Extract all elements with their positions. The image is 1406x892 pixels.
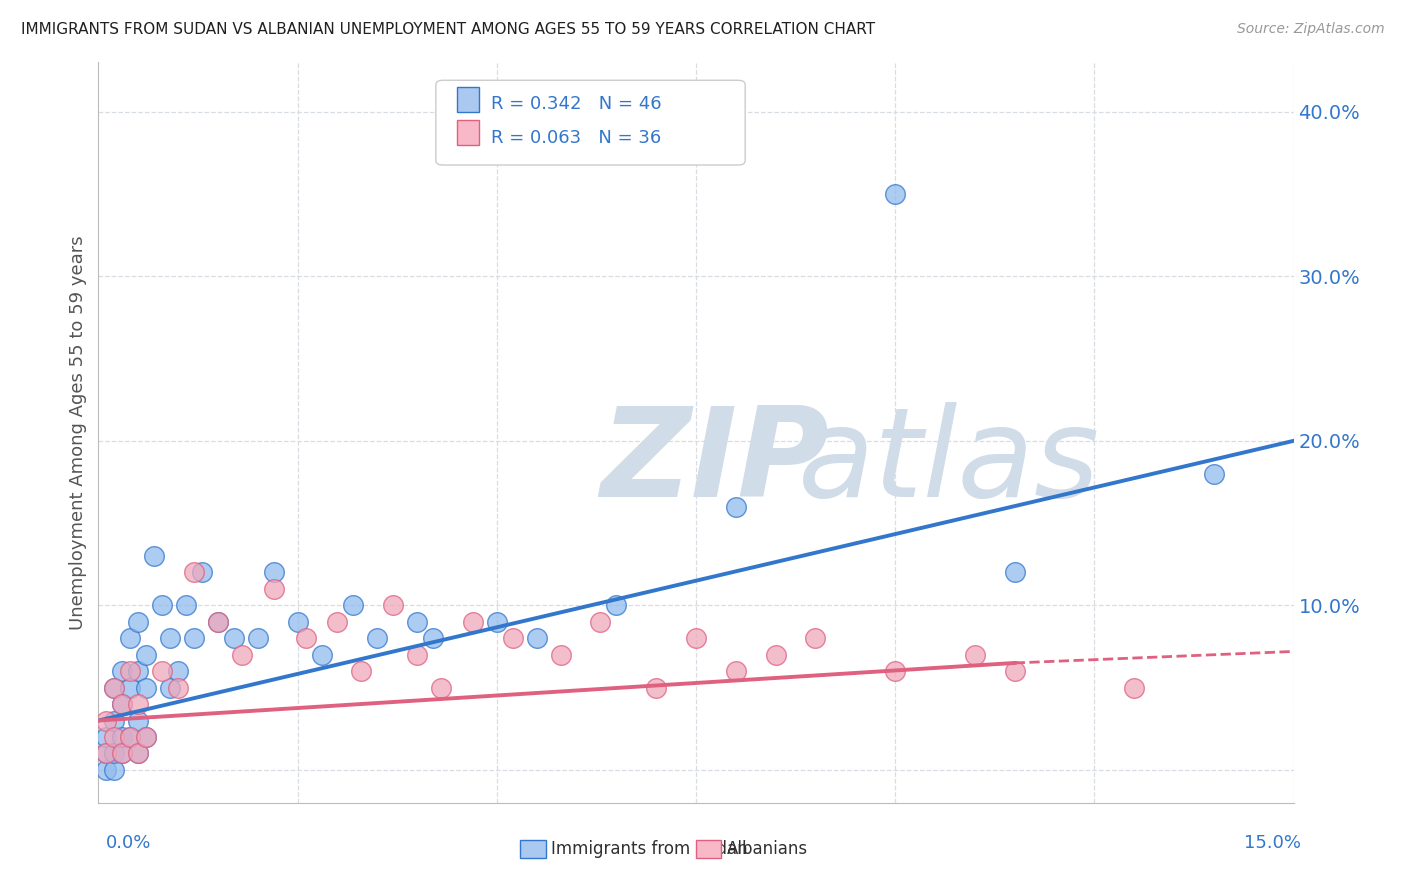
Point: [1202, 467, 1225, 481]
Point: [150, 664, 173, 678]
Point: [1004, 664, 1026, 678]
Point: [111, 664, 134, 678]
Point: [645, 681, 668, 695]
Point: [263, 566, 285, 580]
Point: [135, 730, 157, 744]
Point: [502, 632, 524, 646]
Point: [1123, 681, 1146, 695]
Text: Source: ZipAtlas.com: Source: ZipAtlas.com: [1237, 22, 1385, 37]
Point: [96, 714, 118, 728]
Y-axis label: Unemployment Among Ages 55 to 59 years: Unemployment Among Ages 55 to 59 years: [69, 235, 87, 630]
Point: [103, 714, 125, 728]
Text: IMMIGRANTS FROM SUDAN VS ALBANIAN UNEMPLOYMENT AMONG AGES 55 TO 59 YEARS CORRELA: IMMIGRANTS FROM SUDAN VS ALBANIAN UNEMPL…: [21, 22, 875, 37]
Point: [804, 632, 827, 646]
Point: [120, 664, 142, 678]
Point: [111, 747, 134, 761]
Point: [127, 714, 149, 728]
Point: [103, 747, 125, 761]
Point: [326, 615, 349, 629]
Point: [963, 648, 986, 662]
Point: [246, 632, 269, 646]
Point: [159, 632, 181, 646]
Point: [366, 632, 388, 646]
Point: [485, 615, 508, 629]
Point: [96, 747, 118, 761]
Point: [1004, 566, 1026, 580]
Point: [605, 599, 627, 613]
Point: [135, 730, 157, 744]
Point: [191, 566, 214, 580]
Point: [884, 664, 907, 678]
Text: ZIP: ZIP: [600, 401, 830, 523]
Point: [406, 615, 429, 629]
Text: R = 0.342   N = 46: R = 0.342 N = 46: [491, 95, 661, 113]
Point: [294, 632, 316, 646]
Point: [159, 681, 181, 695]
Point: [150, 599, 173, 613]
Point: [143, 549, 166, 563]
Point: [311, 648, 333, 662]
Point: [111, 747, 134, 761]
Point: [724, 500, 747, 514]
Point: [120, 681, 142, 695]
Text: atlas: atlas: [797, 401, 1099, 523]
Point: [526, 632, 548, 646]
Point: [127, 664, 149, 678]
Point: [103, 681, 125, 695]
Point: [120, 730, 142, 744]
Point: [135, 648, 157, 662]
Point: [287, 615, 309, 629]
Point: [263, 582, 285, 596]
Point: [103, 763, 125, 777]
Point: [430, 681, 453, 695]
Point: [111, 697, 134, 711]
Point: [231, 648, 253, 662]
Point: [589, 615, 612, 629]
Point: [96, 730, 118, 744]
Point: [127, 747, 149, 761]
Point: [382, 599, 405, 613]
Point: [103, 681, 125, 695]
Text: Immigrants from Sudan: Immigrants from Sudan: [551, 840, 748, 858]
Point: [183, 632, 205, 646]
Point: [550, 648, 572, 662]
Point: [207, 615, 229, 629]
Point: [111, 697, 134, 711]
Text: R = 0.063   N = 36: R = 0.063 N = 36: [491, 129, 661, 147]
Point: [765, 648, 787, 662]
Point: [127, 615, 149, 629]
Point: [167, 681, 190, 695]
Text: 0.0%: 0.0%: [105, 834, 150, 852]
Point: [127, 697, 149, 711]
Point: [127, 747, 149, 761]
Point: [350, 664, 373, 678]
Point: [461, 615, 484, 629]
Point: [96, 763, 118, 777]
Point: [884, 187, 907, 202]
Text: 15.0%: 15.0%: [1243, 834, 1301, 852]
Point: [207, 615, 229, 629]
Point: [167, 664, 190, 678]
Point: [422, 632, 444, 646]
Point: [103, 730, 125, 744]
Point: [183, 566, 205, 580]
Point: [120, 632, 142, 646]
Text: Albanians: Albanians: [727, 840, 808, 858]
Point: [342, 599, 364, 613]
Point: [135, 681, 157, 695]
Point: [724, 664, 747, 678]
Point: [222, 632, 245, 646]
Point: [174, 599, 197, 613]
Point: [120, 730, 142, 744]
Point: [111, 730, 134, 744]
Point: [406, 648, 429, 662]
Point: [685, 632, 707, 646]
Point: [96, 747, 118, 761]
